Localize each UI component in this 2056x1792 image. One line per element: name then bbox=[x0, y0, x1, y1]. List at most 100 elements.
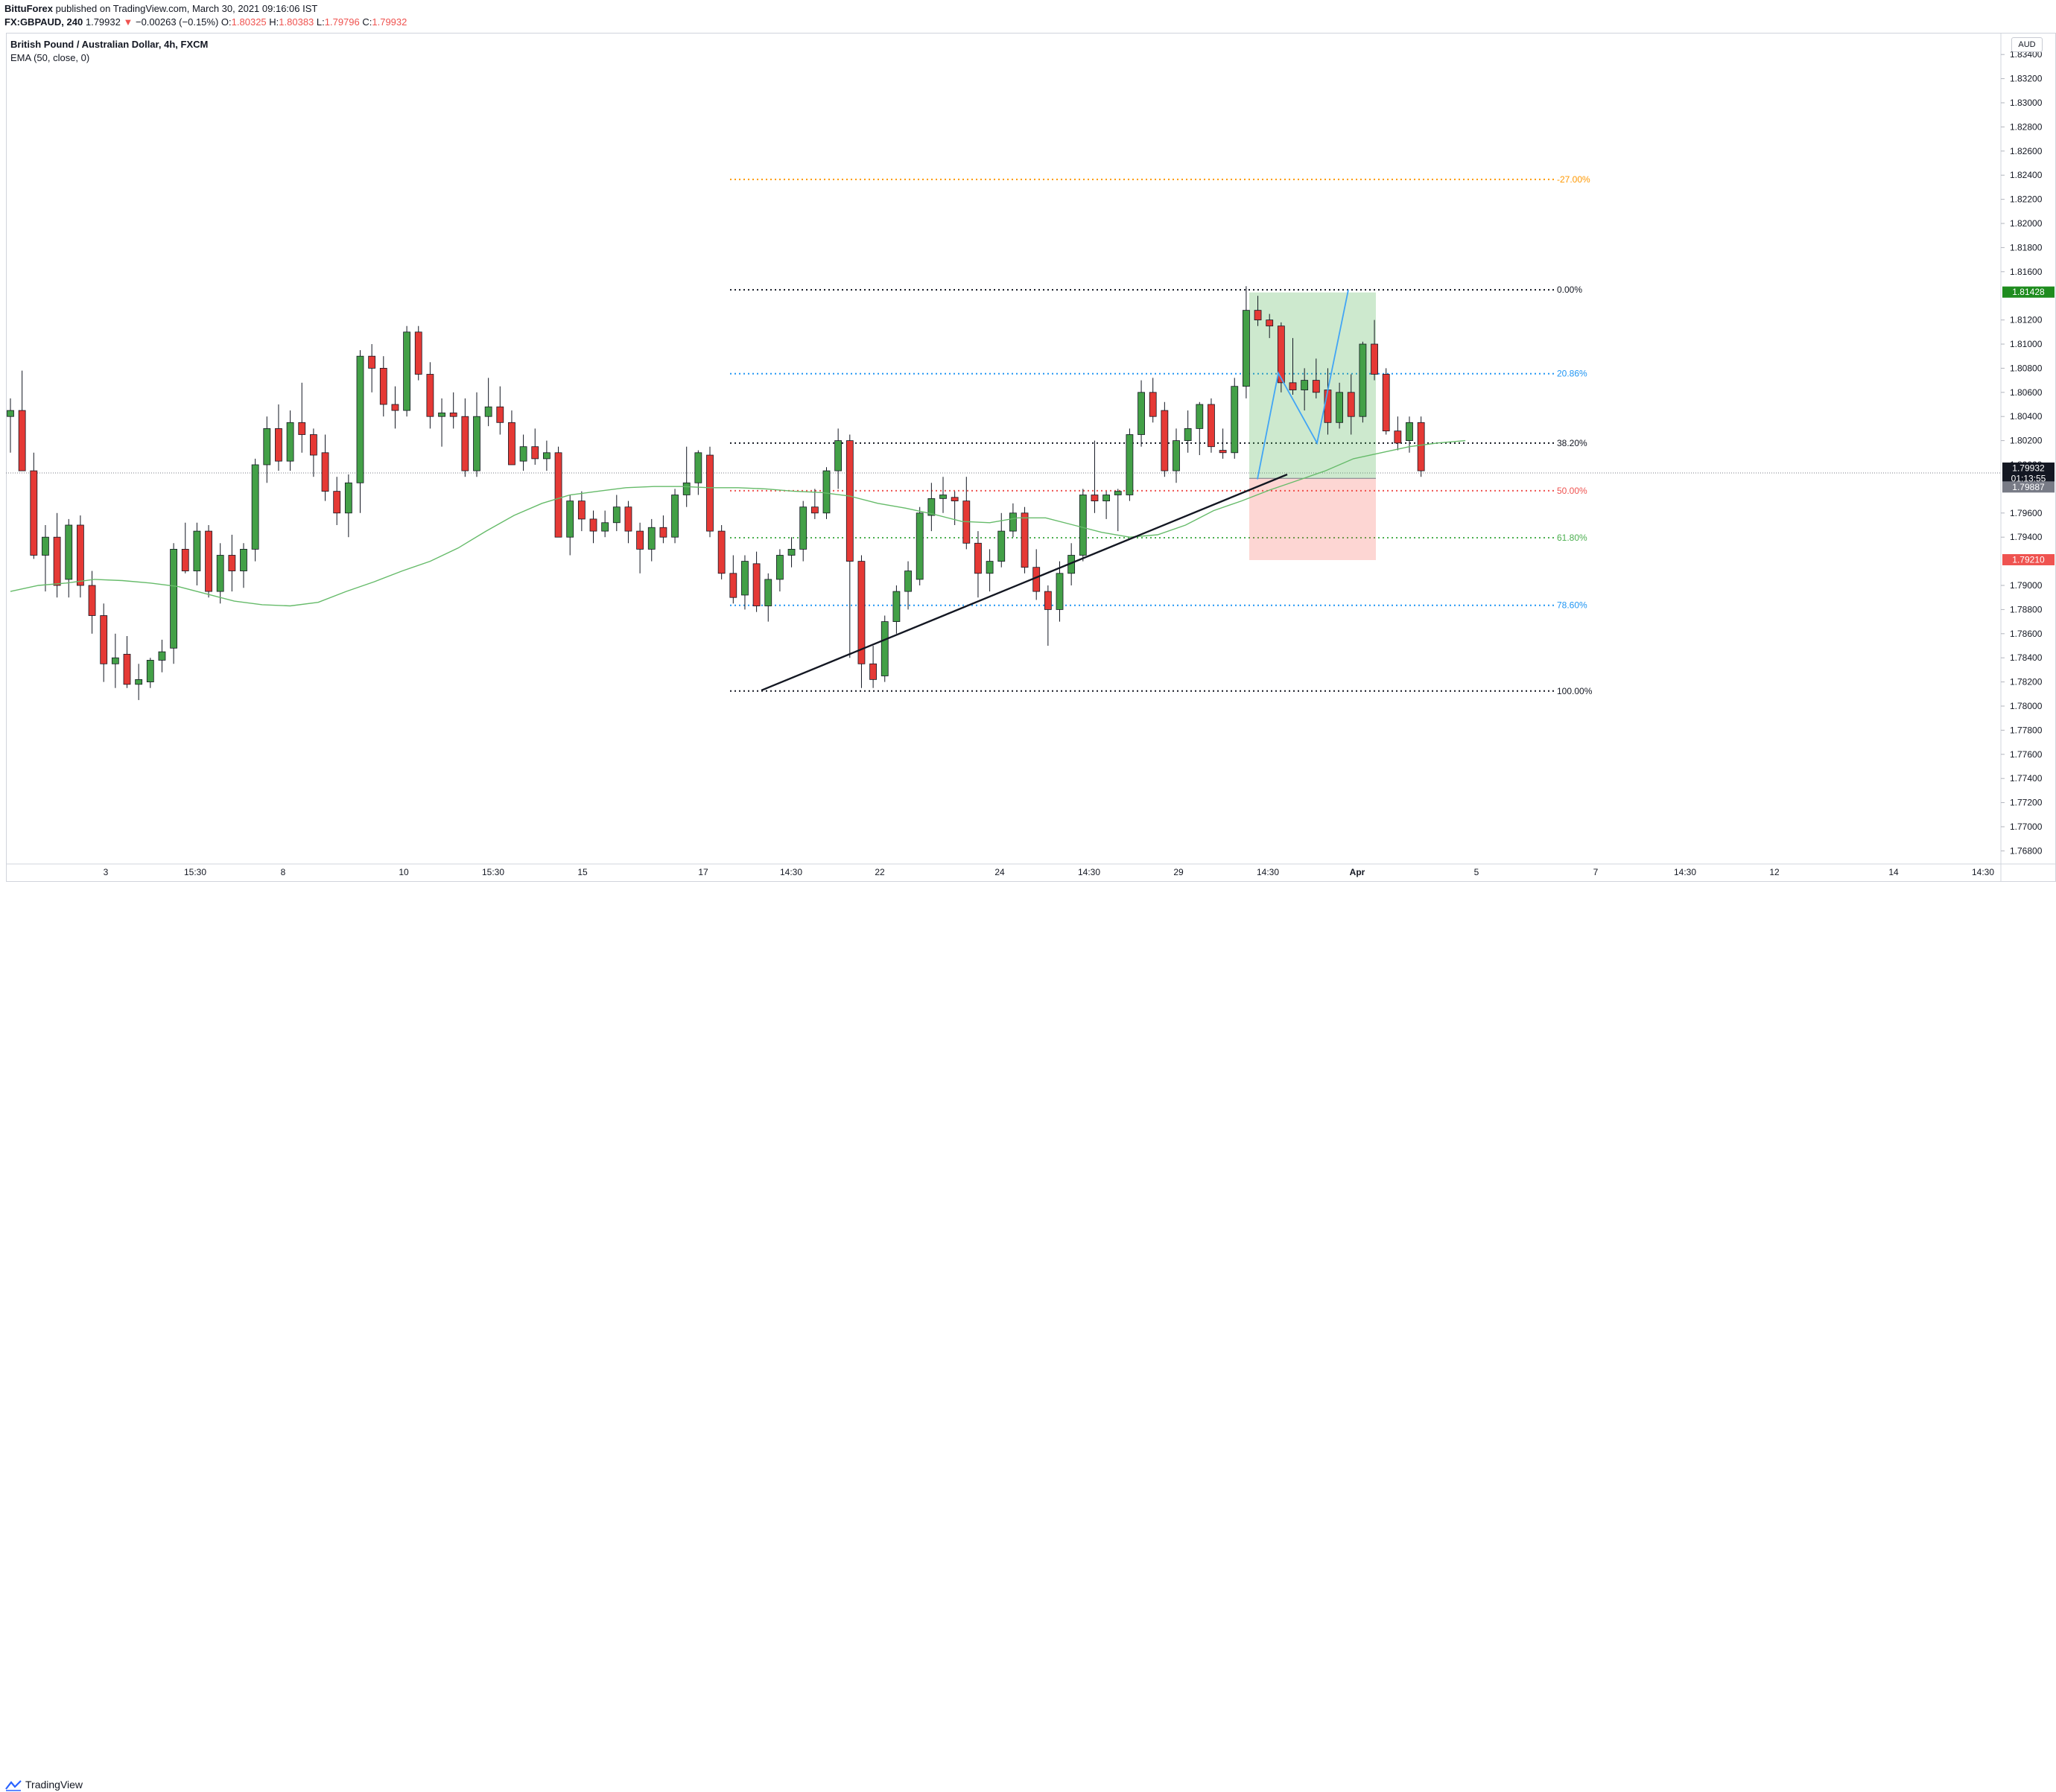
candle bbox=[1114, 489, 1122, 532]
currency-label[interactable]: AUD bbox=[2011, 37, 2043, 52]
candle-body bbox=[484, 406, 492, 417]
candle bbox=[333, 477, 341, 525]
candle-body bbox=[228, 555, 236, 571]
candle bbox=[1382, 368, 1390, 435]
candle-body bbox=[1394, 430, 1402, 444]
candle-body bbox=[438, 412, 445, 417]
time-axis: 3 15:30 8 10 15:30 15 17 14:30 22 24 14:30 29 14:30 A… bbox=[104, 867, 1995, 877]
price-tick-label: 1.82000 bbox=[2010, 218, 2043, 229]
close-label: C: bbox=[362, 16, 372, 28]
candle-body bbox=[706, 454, 714, 532]
candle-body bbox=[729, 573, 737, 598]
price-badge-bg bbox=[2002, 553, 2055, 565]
candle bbox=[776, 549, 784, 592]
legend-symbol-title[interactable]: British Pound / Australian Dollar, 4h, F… bbox=[10, 39, 209, 50]
symbol-label[interactable]: FX:GBPAUD, 240 bbox=[4, 16, 83, 28]
candle-body bbox=[752, 563, 761, 606]
fib-level-label: 20.86% bbox=[1557, 369, 1587, 379]
time-tick-label: 14:30 bbox=[1972, 867, 1994, 877]
candle-body bbox=[391, 404, 399, 411]
candle bbox=[1161, 401, 1169, 477]
author-name[interactable]: BittuForex bbox=[4, 3, 53, 14]
candle bbox=[1196, 401, 1204, 456]
time-tick-label: 14 bbox=[1888, 867, 1899, 877]
candle bbox=[881, 615, 889, 682]
candle-body bbox=[240, 549, 247, 571]
candle-body bbox=[1196, 404, 1204, 429]
candle bbox=[65, 518, 73, 598]
candle bbox=[554, 446, 562, 538]
price-tick-label: 1.80600 bbox=[2010, 387, 2043, 398]
price-badge-bg bbox=[2002, 286, 2055, 298]
candle-body bbox=[671, 495, 679, 538]
candle bbox=[694, 450, 702, 495]
price-badge-label: 1.81428 bbox=[2012, 287, 2045, 297]
candle bbox=[181, 522, 189, 573]
candle bbox=[449, 392, 457, 429]
candle-body bbox=[869, 663, 877, 680]
candle-body bbox=[1406, 422, 1413, 441]
legend-ema[interactable]: EMA (50, close, 0) bbox=[10, 52, 90, 63]
candle-body bbox=[18, 410, 26, 471]
candle bbox=[1056, 561, 1064, 622]
open-label: O: bbox=[220, 16, 232, 28]
candle bbox=[1208, 398, 1215, 453]
candle bbox=[741, 555, 749, 610]
candle bbox=[356, 350, 364, 513]
candle bbox=[1359, 341, 1367, 423]
price-tick-label: 1.77600 bbox=[2010, 749, 2043, 760]
candle-body bbox=[1114, 491, 1122, 495]
candle bbox=[1021, 506, 1029, 573]
candle-body bbox=[1032, 567, 1041, 592]
candle bbox=[682, 446, 691, 507]
time-tick-label: 24 bbox=[994, 867, 1005, 877]
candle-body bbox=[1184, 428, 1192, 442]
candle-body bbox=[1102, 495, 1110, 502]
candle bbox=[228, 534, 236, 592]
price-tick-label: 1.81800 bbox=[2010, 242, 2043, 252]
candle bbox=[1138, 380, 1145, 447]
high-value: 1.80383 bbox=[279, 16, 314, 28]
candle bbox=[1102, 491, 1110, 519]
candle bbox=[275, 404, 282, 471]
candle-body bbox=[251, 464, 259, 550]
tradingview-brand[interactable]: TradingView bbox=[25, 1779, 83, 1791]
candle bbox=[42, 525, 49, 592]
low-value: 1.79796 bbox=[324, 16, 360, 28]
candle-body bbox=[1021, 512, 1029, 568]
candle bbox=[379, 356, 387, 417]
candle-body bbox=[275, 428, 282, 462]
candle-body bbox=[368, 355, 376, 369]
candle-body bbox=[810, 506, 819, 514]
candle bbox=[309, 428, 317, 477]
candle bbox=[857, 555, 866, 688]
price-badge-label: 01:13:55 bbox=[2011, 474, 2046, 484]
candle bbox=[1173, 428, 1180, 483]
candle bbox=[53, 512, 61, 598]
fib-level-label: 100.00% bbox=[1557, 686, 1593, 696]
candle-body bbox=[741, 561, 749, 596]
candle bbox=[671, 489, 679, 544]
candle-body bbox=[694, 452, 702, 483]
candle-body bbox=[857, 561, 866, 664]
candle-body bbox=[1149, 392, 1157, 417]
candle bbox=[717, 525, 726, 579]
candle bbox=[612, 495, 621, 532]
time-tick-label: 14:30 bbox=[780, 867, 802, 877]
candle bbox=[240, 543, 247, 588]
candle bbox=[601, 510, 609, 538]
candle-body bbox=[309, 434, 317, 456]
price-chart[interactable]: -27.00% 0.00% 20.86% 38.20% 50.00% 61.80% 78.6… bbox=[0, 0, 2056, 910]
candle-body bbox=[904, 571, 912, 592]
quote-line: FX:GBPAUD, 240 1.79932 ▼ −0.00263 (−0.15… bbox=[4, 16, 407, 28]
candle-body bbox=[717, 530, 726, 574]
candle-body bbox=[158, 651, 166, 661]
candle-body bbox=[951, 497, 959, 501]
candle bbox=[986, 549, 994, 592]
candle bbox=[1009, 503, 1017, 538]
candle bbox=[473, 392, 480, 477]
candle bbox=[916, 506, 924, 585]
candle bbox=[146, 658, 154, 688]
candle-body bbox=[927, 498, 936, 516]
candle-body bbox=[1347, 392, 1355, 417]
